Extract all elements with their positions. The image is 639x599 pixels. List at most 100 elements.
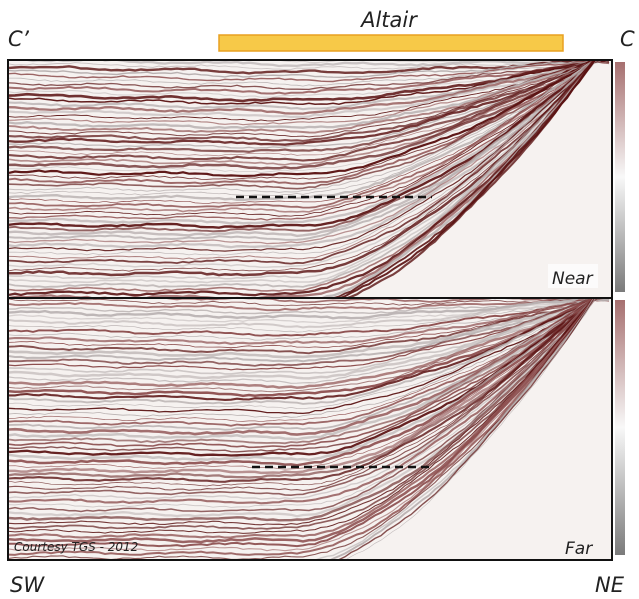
- reflector: [9, 299, 597, 483]
- reflector: [9, 61, 596, 238]
- reflector: [280, 61, 595, 64]
- reflector: [9, 299, 597, 405]
- reflector: [9, 61, 596, 280]
- reflector: [340, 61, 596, 297]
- reflector: [9, 61, 599, 134]
- reflector: [9, 299, 594, 445]
- reflector: [9, 299, 595, 530]
- reflector: [9, 299, 595, 393]
- reflector: [9, 61, 601, 106]
- reflector: [9, 299, 595, 384]
- reflector: [9, 299, 596, 544]
- footer-right: NE: [595, 573, 625, 597]
- reflector: [9, 61, 597, 209]
- reflector: [9, 299, 596, 367]
- reflector: [27, 61, 598, 68]
- reflector: [9, 61, 596, 205]
- color-bar: [615, 300, 625, 555]
- reflector: [9, 61, 593, 122]
- reflector: [9, 61, 595, 265]
- reflector: [9, 299, 596, 505]
- reflector: [9, 61, 597, 180]
- reflector: [9, 61, 598, 178]
- reflector: [9, 61, 594, 196]
- seismic-reflectors: [9, 299, 610, 559]
- reflector: [9, 299, 605, 324]
- reflector: [9, 61, 599, 87]
- reflector: [9, 61, 594, 217]
- reflector: [9, 299, 599, 371]
- reflector: [9, 61, 595, 170]
- reflector: [9, 61, 595, 162]
- reflector: [9, 299, 595, 449]
- reflector: [9, 299, 599, 380]
- reflector: [9, 299, 600, 355]
- reflector: [9, 299, 595, 410]
- reflector: [9, 61, 594, 142]
- footer-left: SW: [10, 573, 45, 597]
- label-bg: [548, 264, 598, 288]
- reflector: [9, 61, 595, 138]
- reflector: [9, 299, 595, 522]
- reflector: [9, 299, 595, 363]
- reflector: [9, 61, 607, 83]
- reflector: [9, 299, 592, 307]
- reflector: [9, 299, 599, 401]
- reflector: [9, 61, 595, 213]
- credit: Courtesy TGS - 2012: [14, 540, 138, 554]
- reflector: [9, 61, 596, 252]
- reflector: [9, 61, 597, 185]
- reflector: [9, 299, 610, 320]
- reflector: [9, 61, 595, 166]
- reflector: [9, 299, 595, 556]
- reflector: [9, 61, 598, 157]
- reflector: [9, 299, 596, 441]
- reflector: [346, 61, 595, 297]
- reflector: [9, 299, 597, 462]
- reflector: [9, 61, 600, 154]
- reflector: [338, 299, 595, 559]
- reflector: [9, 61, 596, 119]
- reflector: [9, 299, 594, 415]
- reflector: [9, 299, 592, 337]
- right-label: C: [620, 27, 635, 51]
- left-label: C’: [8, 27, 29, 51]
- reflector: [9, 61, 596, 256]
- reflector: [9, 61, 594, 194]
- title: Altair: [359, 8, 418, 32]
- reflector: [9, 299, 601, 329]
- reflector: [9, 299, 604, 345]
- reflector: [9, 299, 594, 526]
- reflector: [9, 299, 597, 312]
- altair-bar: [218, 34, 564, 52]
- reflector: [9, 61, 595, 260]
- reflector: [9, 299, 594, 552]
- reflector: [152, 299, 609, 304]
- reflector: [9, 299, 596, 479]
- reflector: [9, 299, 595, 389]
- reflector: [330, 299, 596, 559]
- reflector: [9, 61, 595, 115]
- reflector: [9, 61, 610, 79]
- reflector: [9, 299, 595, 548]
- reflector: [9, 299, 595, 492]
- reflector: [9, 299, 596, 436]
- reflector: [9, 299, 594, 419]
- reflector: [9, 61, 595, 146]
- reflector: [9, 299, 595, 359]
- reflector: [9, 299, 597, 457]
- panel-label: Far: [565, 539, 593, 559]
- reflector: [9, 299, 597, 518]
- reflector: [346, 299, 594, 559]
- reflector: [316, 299, 596, 559]
- seismic-reflectors: [9, 61, 610, 297]
- reflector: [9, 299, 589, 333]
- reflector: [9, 299, 595, 497]
- reflector: [9, 299, 596, 341]
- reflector: [9, 61, 595, 190]
- panel-label: Near: [552, 269, 594, 289]
- reflector: [9, 61, 609, 71]
- reflector: [9, 299, 598, 431]
- panel-border: [7, 297, 613, 561]
